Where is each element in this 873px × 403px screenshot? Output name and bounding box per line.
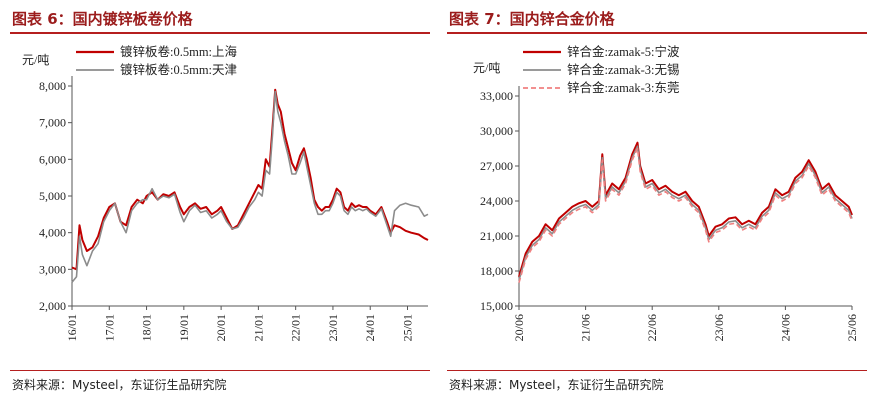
x-tick-label: 23/06 <box>712 314 726 341</box>
y-tick-label: 7,000 <box>39 116 66 130</box>
panel-divider <box>436 0 437 403</box>
source-rule-left <box>10 370 430 371</box>
y-tick-label: 3,000 <box>39 262 66 276</box>
y-tick-label: 6,000 <box>39 152 66 166</box>
legend-label-2: 镀锌板卷:0.5mm:天津 <box>120 62 237 77</box>
title-rule-right <box>447 32 867 34</box>
x-tick-label: 24/06 <box>778 314 792 341</box>
y-tick-label: 8,000 <box>39 79 66 93</box>
title-rule-left <box>10 32 430 34</box>
x-tick-label: 21/01 <box>251 314 265 341</box>
x-tick-label: 25/06 <box>845 314 859 341</box>
x-tick-label: 22/01 <box>289 314 303 341</box>
legend-label-1: 锌合金:zamak-5:宁波 <box>567 44 680 59</box>
legend-label-3: 锌合金:zamak-3:东莞 <box>567 80 679 95</box>
y-tick-label: 21,000 <box>480 229 513 243</box>
y-tick-label: 5,000 <box>39 189 66 203</box>
chart-panel-right: 图表 7：国内锌合金价格 元/吨 15,000 18,000 21,000 24,000… <box>437 0 873 403</box>
y-tick-label: 15,000 <box>480 299 513 313</box>
series-line-1 <box>518 141 853 278</box>
series-line-3 <box>518 147 853 283</box>
series-line-2 <box>71 90 429 283</box>
series-line-2 <box>518 145 853 281</box>
y-unit-label: 元/吨 <box>473 61 500 75</box>
legend-label-2: 锌合金:zamak-3:无锡 <box>567 62 679 77</box>
x-tick-label: 24/01 <box>363 314 377 341</box>
y-tick-label: 33,000 <box>480 89 513 103</box>
y-tick-label: 30,000 <box>480 124 513 138</box>
y-unit-label: 元/吨 <box>22 53 49 67</box>
chart-panel-left: 图表 6：国内镀锌板卷价格 元/吨 2,000 3,000 4,000 5,000 6,0… <box>0 0 436 403</box>
x-tick-label: 25/01 <box>400 314 414 341</box>
x-tick-label: 22/06 <box>645 314 659 341</box>
chart-title-right: 图表 7：国内锌合金价格 <box>449 10 615 28</box>
x-tick-label: 19/01 <box>177 314 191 341</box>
x-tick-label: 17/01 <box>102 314 116 341</box>
legend-label-1: 镀锌板卷:0.5mm:上海 <box>120 44 238 59</box>
x-tick-label: 18/01 <box>140 314 154 341</box>
y-tick-label: 27,000 <box>480 159 513 173</box>
x-tick-label: 21/06 <box>579 314 593 341</box>
x-tick-label: 23/01 <box>326 314 340 341</box>
x-tick-label: 20/06 <box>512 314 526 341</box>
y-tick-label: 2,000 <box>39 299 66 313</box>
chart-right-svg: 元/吨 15,000 18,000 21,000 24,000 27,000 30,000 3… <box>473 44 859 341</box>
source-note-left: 资料来源：Mysteel，东证衍生品研究院 <box>12 378 227 392</box>
y-tick-label: 18,000 <box>480 264 513 278</box>
x-tick-label: 16/01 <box>65 314 79 341</box>
y-tick-label: 4,000 <box>39 226 66 240</box>
y-tick-label: 24,000 <box>480 194 513 208</box>
source-rule-right <box>447 370 867 371</box>
source-note-right: 资料来源：Mysteel，东证衍生品研究院 <box>449 378 664 392</box>
x-tick-label: 20/01 <box>214 314 228 341</box>
series-line-1 <box>71 88 429 271</box>
chart-left-svg: 元/吨 2,000 3,000 4,000 5,000 6,000 7,000 8,000 16… <box>22 44 429 341</box>
chart-title-left: 图表 6：国内镀锌板卷价格 <box>12 10 193 28</box>
